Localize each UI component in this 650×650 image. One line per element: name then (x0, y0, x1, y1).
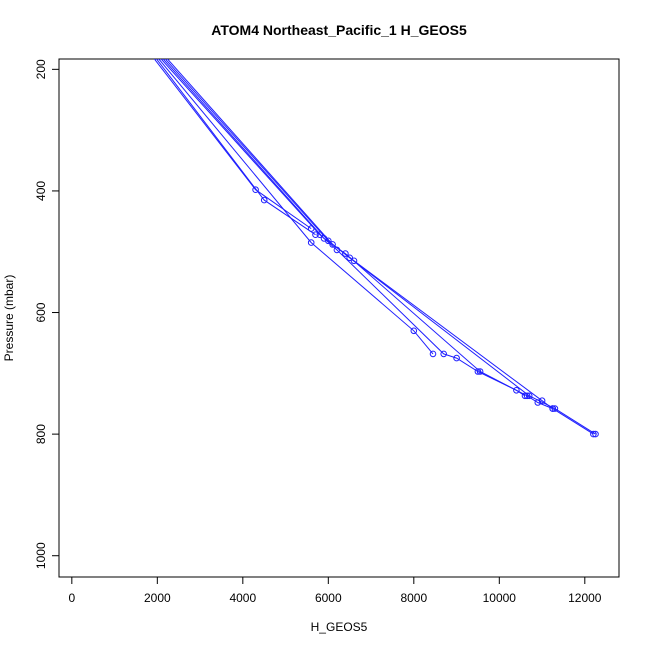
y-tick-label: 1000 (34, 542, 48, 569)
data-point (476, 368, 484, 375)
data-point (350, 257, 358, 265)
x-tick-label: 8000 (400, 591, 427, 605)
data-point (342, 250, 349, 257)
data-point (260, 196, 268, 204)
data-point (525, 392, 533, 400)
data-point (538, 397, 546, 405)
x-tick-label: 12000 (568, 591, 602, 605)
series-line (158, 59, 434, 355)
x-axis-label: H_GEOS5 (311, 620, 368, 634)
data-point (429, 350, 437, 358)
y-tick-label: 600 (34, 302, 48, 322)
data-point (549, 405, 557, 412)
x-tick-label: 10000 (483, 591, 517, 605)
y-axis: 200 400 600 800 1000 (34, 59, 60, 569)
series-line (164, 59, 596, 435)
data-point (590, 430, 597, 438)
series-line (160, 59, 526, 397)
x-axis: 0 2000 4000 6000 8000 10000 12000 (68, 576, 602, 605)
data-point (329, 241, 336, 248)
x-tick-label: 0 (68, 591, 75, 605)
data-point (440, 350, 448, 358)
y-tick-label: 800 (34, 424, 48, 444)
x-tick-label: 6000 (315, 591, 342, 605)
y-tick-label: 400 (34, 181, 48, 201)
data-point (252, 186, 259, 193)
data-point (307, 239, 315, 246)
y-axis-label: Pressure (mbar) (2, 275, 16, 362)
data-point (312, 231, 319, 238)
plot-frame (58, 58, 620, 578)
data-point (513, 387, 520, 394)
data-point (325, 237, 332, 245)
data-point (346, 254, 354, 262)
chart-title: ATOM4 Northeast_Pacific_1 H_GEOS5 (211, 22, 467, 38)
x-tick-label: 2000 (144, 591, 171, 605)
series-line (155, 59, 316, 236)
series-line (153, 59, 312, 230)
y-tick-label: 200 (34, 59, 48, 79)
data-point (453, 354, 460, 362)
series-line (162, 59, 553, 410)
x-tick-label: 4000 (229, 591, 256, 605)
series-layer (153, 59, 599, 438)
data-point (410, 327, 418, 335)
series-line (166, 59, 594, 435)
